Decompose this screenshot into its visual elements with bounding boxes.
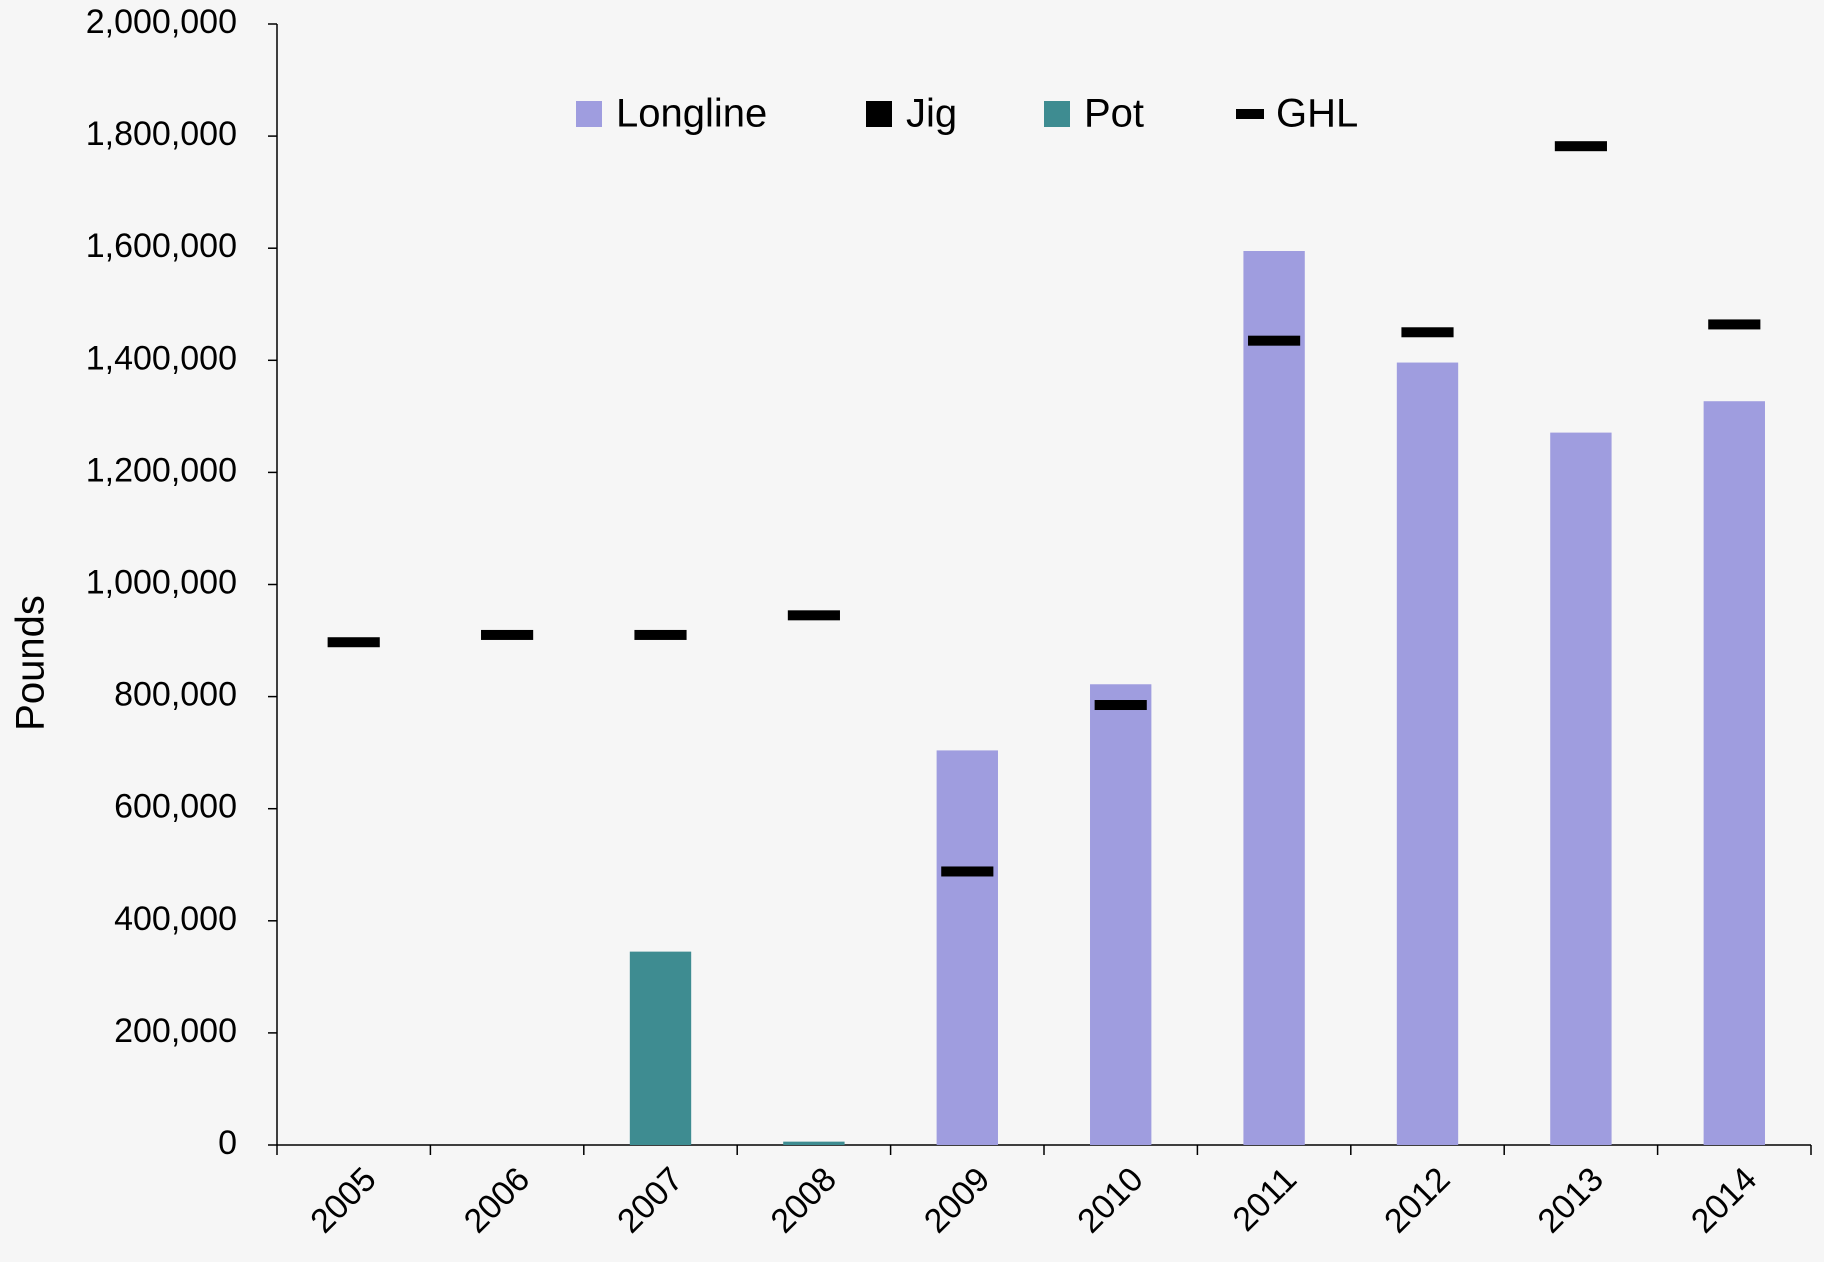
ghl-marker <box>941 866 993 876</box>
legend-swatch <box>866 101 892 127</box>
chart: Pounds 0 200,000 400,000 600,000 800,000 1,00… <box>0 0 1824 1262</box>
bar <box>783 1142 844 1145</box>
bar <box>1397 363 1458 1145</box>
legend-label: Jig <box>906 92 957 136</box>
y-tick-label: 200,000 <box>114 1012 237 1050</box>
bar <box>630 952 691 1145</box>
y-tick-label: 1,600,000 <box>86 227 237 265</box>
y-tick-label: 2,000,000 <box>86 3 237 41</box>
ghl-marker <box>634 630 686 640</box>
ghl-marker <box>1555 141 1607 151</box>
ghl-marker <box>788 610 840 620</box>
bar <box>1704 401 1765 1145</box>
y-axis-title: Pounds <box>9 595 53 731</box>
y-tick-label: 1,800,000 <box>86 115 237 153</box>
bar <box>1243 251 1304 1145</box>
bar <box>1090 684 1151 1145</box>
ghl-marker <box>481 630 533 640</box>
legend-label: GHL <box>1276 92 1358 136</box>
bar <box>1550 433 1611 1145</box>
y-tick-label: 1,000,000 <box>86 563 237 601</box>
legend-swatch <box>576 101 602 127</box>
y-tick-label: 1,400,000 <box>86 339 237 377</box>
legend-swatch <box>1236 109 1264 119</box>
ghl-marker <box>1401 327 1453 337</box>
y-tick-label: 600,000 <box>114 788 237 826</box>
legend-label: Pot <box>1084 92 1144 136</box>
ghl-marker <box>1248 336 1300 346</box>
ghl-marker <box>1095 700 1147 710</box>
bar <box>937 750 998 1145</box>
y-tick-label: 800,000 <box>114 676 237 714</box>
ghl-marker <box>328 637 380 647</box>
legend-swatch <box>1044 101 1070 127</box>
ghl-marker <box>1708 319 1760 329</box>
y-tick-label: 1,200,000 <box>86 451 237 489</box>
legend-label: Longline <box>616 92 767 136</box>
y-tick-label: 0 <box>218 1124 237 1162</box>
y-tick-label: 400,000 <box>114 900 237 938</box>
